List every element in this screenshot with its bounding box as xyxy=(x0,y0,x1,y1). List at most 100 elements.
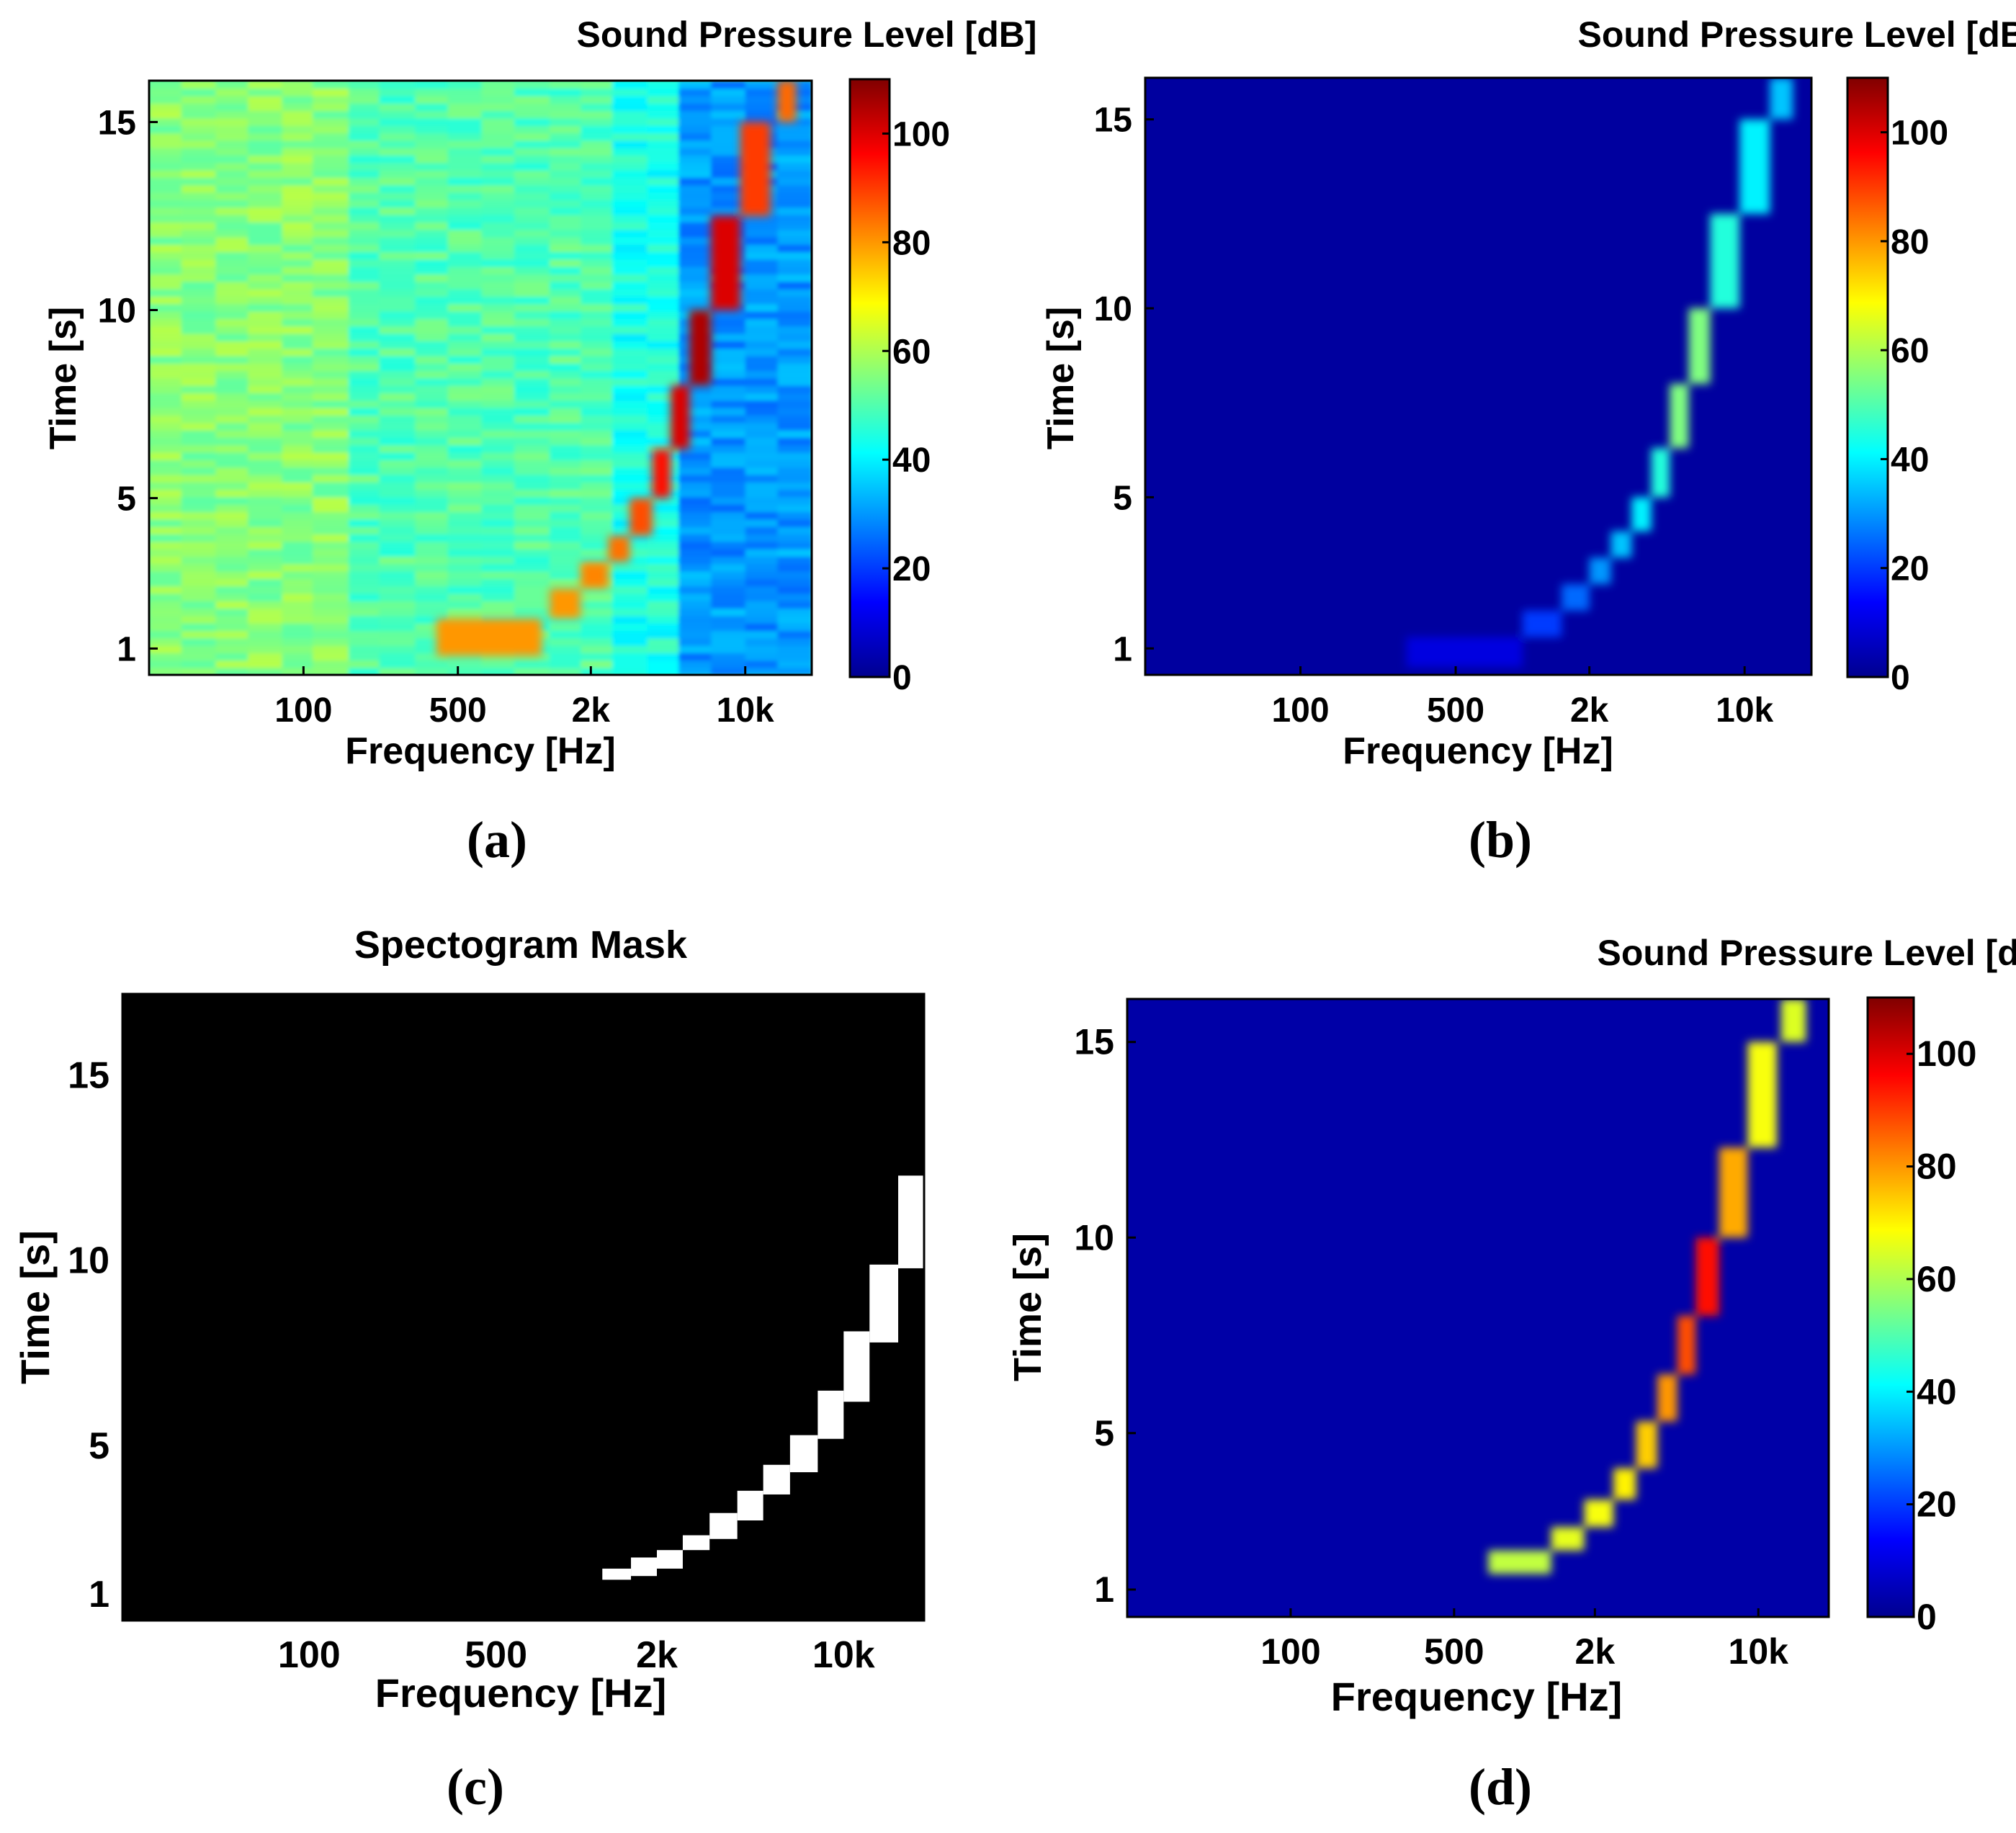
noise-cell xyxy=(777,444,812,453)
noise-cell xyxy=(149,274,182,282)
sweep-step xyxy=(1739,119,1770,214)
noise-cell xyxy=(514,95,550,104)
noise-cell xyxy=(481,243,515,253)
noise-cell xyxy=(514,534,550,542)
sweep-step xyxy=(1613,1468,1636,1500)
noise-cell xyxy=(777,348,812,357)
x-tick-label: 10k xyxy=(812,1634,875,1676)
noise-cell xyxy=(647,326,680,334)
noise-cell xyxy=(481,422,515,431)
noise-cell xyxy=(481,162,515,171)
noise-cell xyxy=(282,653,314,661)
noise-cell xyxy=(447,243,483,253)
noise-cell xyxy=(481,541,515,550)
noise-cell xyxy=(581,229,614,238)
noise-cell xyxy=(415,200,449,208)
noise-cell xyxy=(282,362,314,372)
noise-cell xyxy=(777,393,812,401)
noise-cell xyxy=(581,318,614,327)
noise-cell xyxy=(415,429,449,438)
noise-cell xyxy=(581,192,614,200)
noise-cell xyxy=(313,243,349,253)
noise-cell xyxy=(348,452,380,460)
noise-cell xyxy=(711,615,746,624)
noise-cell xyxy=(181,310,217,319)
noise-cell xyxy=(379,400,416,408)
noise-cell xyxy=(248,140,283,148)
noise-cell xyxy=(313,147,349,156)
noise-cell xyxy=(678,385,712,394)
noise-cell xyxy=(481,303,515,312)
noise-cell xyxy=(647,645,680,654)
noise-cell xyxy=(149,169,182,179)
noise-cell xyxy=(282,177,314,186)
noise-cell xyxy=(612,221,648,230)
noise-cell xyxy=(678,296,712,305)
noise-cell xyxy=(447,660,483,668)
noise-cell xyxy=(514,207,550,215)
noise-cell xyxy=(514,556,550,565)
noise-cell xyxy=(549,221,582,230)
noise-cell xyxy=(248,370,283,379)
noise-cell xyxy=(777,169,812,179)
noise-cell xyxy=(678,125,712,134)
noise-cell xyxy=(647,221,680,230)
noise-cell xyxy=(415,177,449,186)
noise-cell xyxy=(379,600,416,609)
noise-cell xyxy=(447,393,483,401)
noise-cell xyxy=(181,496,217,505)
noise-cell xyxy=(415,169,449,179)
noise-cell xyxy=(777,140,812,148)
noise-cell xyxy=(447,81,483,89)
noise-cell xyxy=(149,355,182,364)
noise-cell xyxy=(348,140,380,148)
noise-cell xyxy=(282,133,314,141)
noise-cell xyxy=(248,88,283,97)
noise-cell xyxy=(777,214,812,223)
noise-cell xyxy=(379,385,416,394)
noise-cell xyxy=(379,207,416,215)
noise-cell xyxy=(313,259,349,267)
noise-cell xyxy=(282,556,314,565)
noise-cell xyxy=(777,474,812,483)
noise-cell xyxy=(313,177,349,186)
noise-cell xyxy=(248,281,283,290)
noise-cell xyxy=(678,593,712,601)
noise-cell xyxy=(181,645,217,654)
panel-d-title: Sound Pressure Level [dB] xyxy=(1597,933,2016,973)
noise-cell xyxy=(181,459,217,468)
noise-cell xyxy=(379,274,416,282)
noise-cell xyxy=(711,541,746,550)
noise-cell xyxy=(348,467,380,475)
noise-cell xyxy=(415,88,449,97)
noise-cell xyxy=(481,362,515,372)
noise-cell xyxy=(248,474,283,483)
noise-cell xyxy=(282,615,314,624)
sweep-step xyxy=(1636,1421,1658,1469)
noise-cell xyxy=(415,511,449,520)
noise-cell xyxy=(415,526,449,535)
noise-cell xyxy=(711,155,746,163)
noise-cell xyxy=(481,251,515,260)
noise-cell xyxy=(711,608,746,617)
noise-cell xyxy=(581,88,614,97)
noise-cell xyxy=(379,377,416,386)
noise-cell xyxy=(149,229,182,238)
noise-cell xyxy=(745,102,779,112)
noise-cell xyxy=(777,489,812,498)
noise-cell xyxy=(282,214,314,223)
noise-cell xyxy=(248,200,283,208)
x-tick-label: 100 xyxy=(274,691,332,730)
noise-cell xyxy=(379,281,416,290)
noise-cell xyxy=(379,117,416,126)
x-tick-label: 500 xyxy=(1427,691,1484,730)
noise-cell xyxy=(181,221,217,230)
noise-cell xyxy=(348,281,380,290)
noise-cell xyxy=(282,563,314,572)
noise-cell xyxy=(447,214,483,223)
noise-cell xyxy=(415,266,449,275)
noise-cell xyxy=(282,303,314,312)
sweep-step xyxy=(1406,637,1523,668)
noise-cell xyxy=(313,534,349,542)
